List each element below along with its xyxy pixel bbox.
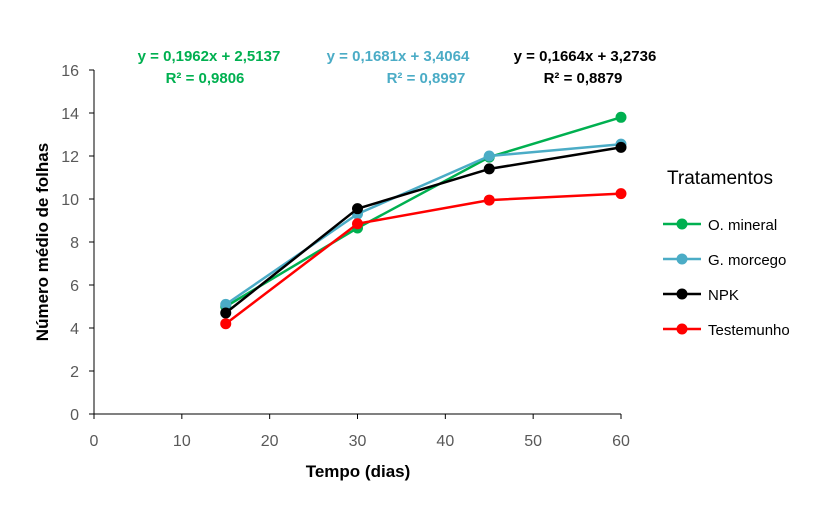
data-point [615,141,627,153]
legend-label: O. mineral [708,217,777,234]
x-tick-label: 40 [436,433,454,450]
series-testemunho [220,188,627,330]
y-tick-label: 4 [70,321,79,338]
trendline-r-squared: R² = 0,9806 [166,70,245,87]
y-tick-label: 10 [61,192,79,209]
y-axis-title: Número médio de folhas [33,143,52,341]
legend-label: G. morcego [708,252,786,269]
trendline-annotations: y = 0,1962x + 2,5137 R² = 0,9806 y = 0,168… [138,48,657,87]
series-npk [220,141,627,319]
axes: 0 2 4 6 8 10 12 14 16 0 10 20 30 40 50 60 [61,63,630,450]
legend-marker [676,288,688,300]
y-tick-label: 12 [61,149,79,166]
data-point [220,307,232,319]
trendline-equation: y = 0,1681x + 3,4064 [327,48,470,65]
x-tick-label: 50 [524,433,542,450]
y-tick-label: 2 [70,364,79,381]
trendline-r-squared: R² = 0,8879 [544,70,623,87]
series-g-morcego [220,138,627,310]
data-point [220,318,232,330]
legend-title: Tratamentos [667,168,773,189]
series-line [225,192,622,325]
data-point [483,194,495,206]
legend-marker [676,323,688,335]
legend-marker [676,253,688,265]
data-point [352,218,363,230]
y-tick-label: 8 [70,235,79,252]
x-tick-label: 0 [90,433,99,450]
y-tick-label: 0 [70,407,79,424]
y-tick-label: 14 [61,106,79,123]
legend-label: NPK [708,287,739,304]
series-line [225,116,622,308]
x-tick-label: 30 [349,433,367,450]
legend-marker [676,218,688,230]
x-tick-label: 20 [261,433,279,450]
data-point [615,111,627,123]
legend: Tratamentos O. mineral G. morcego NPK Teste… [663,168,790,339]
legend-label: Testemunho [708,322,790,339]
data-point [615,188,627,200]
y-tick-label: 16 [61,63,79,80]
data-point [483,163,495,175]
trendline-equation: y = 0,1962x + 2,5137 [138,48,281,65]
series-line [225,146,622,314]
trendline-r-squared: R² = 0,8997 [387,70,466,87]
data-point [220,298,232,310]
series-layer [220,111,627,330]
series-line [225,142,622,306]
x-axis-title: Tempo (dias) [306,462,411,481]
data-point [352,203,363,215]
y-tick-label: 6 [70,278,79,295]
data-point [483,150,495,162]
x-tick-label: 60 [612,433,630,450]
x-tick-label: 10 [173,433,191,450]
trendline-equation: y = 0,1664x + 3,2736 [514,48,657,65]
